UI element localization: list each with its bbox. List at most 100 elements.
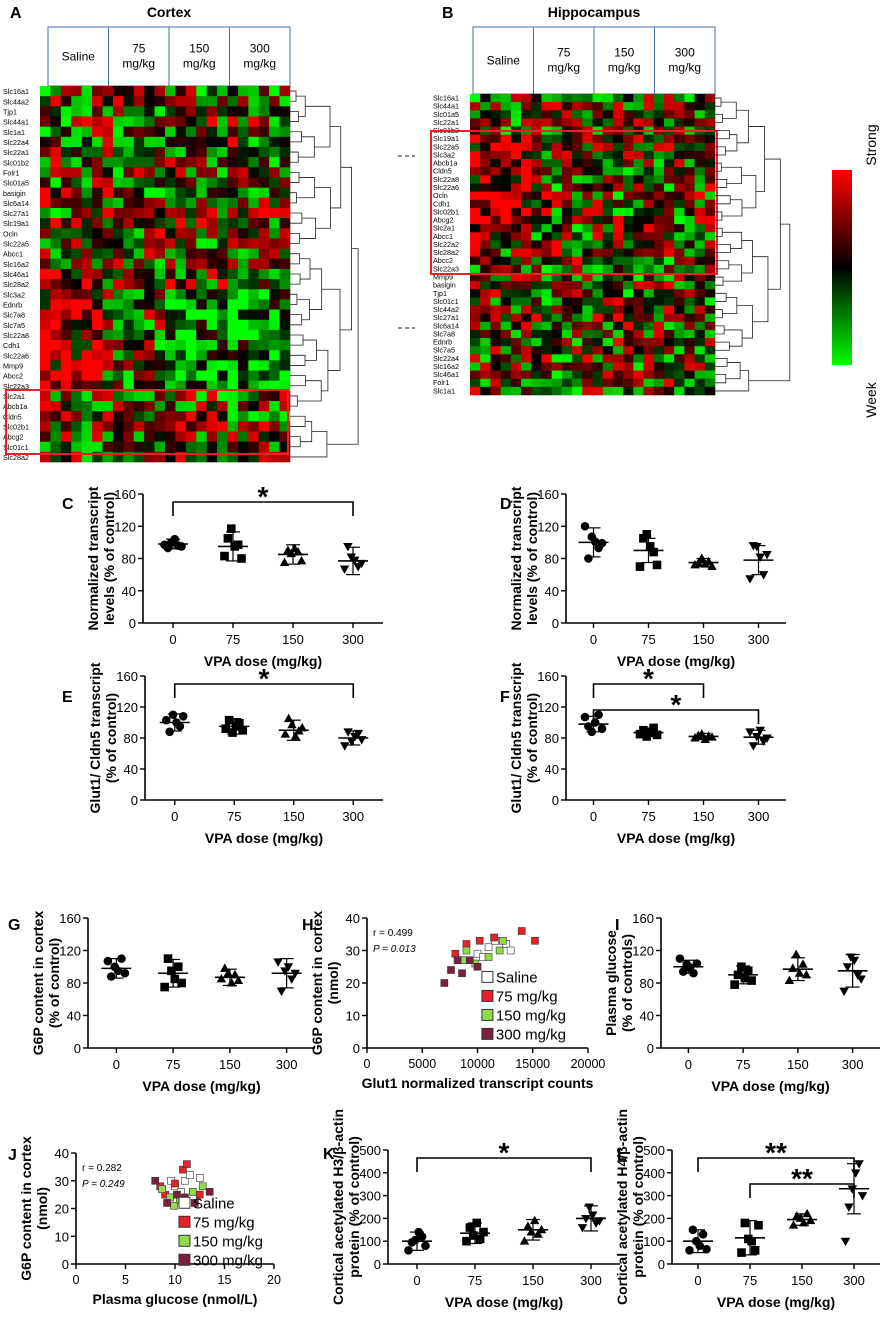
heatmap-cell: [623, 134, 634, 144]
y-tick-label: 0: [129, 616, 136, 631]
heatmap-cell: [81, 451, 93, 463]
y-axis-label: Normalized transcript: [508, 486, 524, 630]
heatmap-cell: [704, 362, 716, 371]
heatmap-cell: [623, 175, 634, 184]
heatmap-cell: [694, 191, 706, 201]
heatmap-cell: [81, 228, 93, 239]
heatmap-cell: [470, 362, 481, 371]
x-axis-label: Plasma glucose (nmol/L): [93, 1291, 258, 1307]
x-tick-label: 0: [590, 809, 597, 824]
heatmap-cell: [123, 451, 135, 463]
heatmap-cell: [269, 218, 280, 229]
heatmap-cell: [112, 136, 124, 148]
heatmap-cell: [71, 248, 82, 260]
heatmap-cell: [144, 299, 155, 310]
heatmap-cell: [154, 289, 166, 300]
heatmap-cell: [704, 199, 716, 209]
heatmap-cell: [102, 106, 114, 117]
heatmap-cell: [40, 299, 51, 310]
heatmap-cell: [71, 390, 82, 402]
heatmap-cell: [602, 272, 614, 282]
heatmap-cell: [694, 272, 706, 282]
heatmap-cell: [490, 159, 501, 168]
heatmap-cell: [279, 207, 291, 219]
x-tick-label: 20000: [571, 1057, 606, 1071]
heatmap-cell: [227, 279, 239, 290]
heatmap-cell: [663, 159, 675, 168]
y-tick-label: 20: [346, 976, 360, 991]
data-point-triangle: [798, 1218, 809, 1227]
dendrogram-branch: [290, 131, 302, 143]
heatmap-cell: [269, 197, 280, 209]
heatmap-cell: [123, 96, 135, 107]
heatmap-cell: [551, 110, 563, 119]
heatmap-cell: [196, 451, 207, 463]
x-tick-label: 150: [283, 809, 305, 824]
heatmap-cell: [704, 338, 716, 347]
heatmap-cell: [490, 329, 501, 339]
heatmap-cell: [480, 362, 491, 371]
heatmap-cell: [500, 346, 512, 355]
heatmap-cell: [694, 256, 706, 266]
heatmap-cell: [582, 150, 593, 160]
heatmap-cell: [612, 313, 624, 323]
heatmap-cell: [217, 279, 228, 290]
legend-swatch: [178, 1215, 191, 1228]
heatmap-cell: [102, 360, 114, 371]
heatmap-cell: [175, 431, 187, 442]
heatmap-cell: [102, 309, 114, 321]
heatmap-cell: [612, 289, 624, 298]
heatmap-cell: [531, 281, 542, 290]
gene-label: Slc22a4: [433, 354, 459, 363]
heatmap-cell: [653, 272, 665, 282]
heatmap-cell: [279, 197, 291, 209]
heatmap-cell: [102, 126, 114, 138]
heatmap-cell: [248, 431, 260, 442]
dendrogram-branch: [321, 288, 341, 371]
heatmap-cell: [653, 183, 665, 192]
heatmap-cell: [112, 451, 124, 463]
data-point-square: [170, 974, 180, 984]
heatmap-cell: [133, 431, 145, 442]
heatmap-cell: [653, 207, 665, 217]
heatmap-cell: [185, 248, 197, 260]
heatmap-cell: [133, 329, 145, 341]
heatmap-cell: [612, 150, 624, 160]
heatmap-cell: [50, 380, 62, 392]
dendrogram-branch: [290, 314, 303, 326]
scatter-point: [179, 1165, 187, 1174]
heatmap-cell: [521, 289, 532, 298]
heatmap-cell: [663, 118, 675, 127]
heatmap-cell: [602, 216, 614, 225]
heatmap-cell: [279, 401, 291, 412]
heatmap-cell: [50, 421, 62, 432]
heatmap-cell: [592, 346, 604, 355]
heatmap-cell: [175, 279, 187, 290]
heatmap-cell: [227, 167, 239, 178]
heatmap-cell: [248, 167, 260, 178]
heatmap-cell: [217, 228, 228, 239]
data-point-square: [160, 982, 169, 992]
heatmap-cell: [279, 116, 291, 127]
legend-swatch: [178, 1234, 191, 1247]
y-tick-label: 120: [632, 944, 654, 959]
heatmap-cell: [92, 441, 103, 453]
heatmap-cell: [500, 191, 512, 201]
heatmap-cell: [480, 256, 491, 266]
heatmap-cell: [633, 207, 644, 217]
heatmap-cell: [123, 319, 135, 331]
heatmap-cell: [154, 238, 166, 249]
heatmap-cell: [50, 86, 62, 97]
data-point-square: [743, 966, 753, 976]
heatmap-cell: [704, 207, 716, 217]
data-point-square: [649, 723, 658, 733]
heatmap-cell: [592, 94, 604, 103]
heatmap-cell: [50, 197, 62, 209]
heatmap-cell: [112, 228, 124, 239]
x-tick-label: 150: [693, 632, 715, 647]
heatmap-cell: [60, 401, 72, 412]
dendrogram-branch: [715, 292, 727, 302]
heatmap-cell: [521, 175, 532, 184]
heatmap-cell: [71, 187, 82, 199]
